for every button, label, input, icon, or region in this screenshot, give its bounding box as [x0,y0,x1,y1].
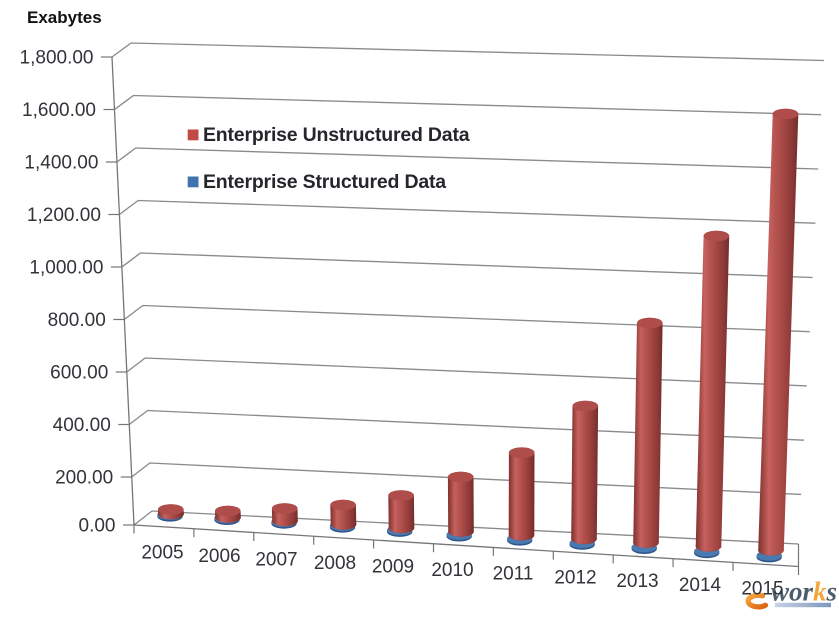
svg-text:0.00: 0.00 [79,516,116,537]
svg-text:1,200.00: 1,200.00 [27,205,101,226]
svg-text:2012: 2012 [554,567,596,588]
svg-text:800.00: 800.00 [48,310,106,331]
svg-text:2010: 2010 [431,560,473,581]
svg-text:works: works [771,577,837,607]
svg-text:1,800.00: 1,800.00 [20,48,94,69]
svg-text:200.00: 200.00 [55,468,113,489]
svg-text:2011: 2011 [493,564,534,585]
svg-text:2007: 2007 [255,549,297,570]
svg-text:2008: 2008 [314,553,356,574]
svg-text:2015: 2015 [741,579,783,600]
svg-text:400.00: 400.00 [53,415,111,436]
svg-text:1,400.00: 1,400.00 [24,153,98,174]
svg-text:Exabytes: Exabytes [27,8,102,27]
svg-text:1,000.00: 1,000.00 [29,258,103,279]
svg-text:2014: 2014 [679,575,722,596]
svg-text:1,600.00: 1,600.00 [22,100,96,121]
svg-text:Enterprise Unstructured Data: Enterprise Unstructured Data [203,124,470,146]
svg-text:2013: 2013 [616,571,658,592]
svg-text:2006: 2006 [198,546,240,567]
svg-text:600.00: 600.00 [50,363,108,384]
svg-text:2009: 2009 [372,556,414,577]
svg-text:2005: 2005 [141,543,183,564]
svg-text:Enterprise Structured Data: Enterprise Structured Data [203,171,446,193]
